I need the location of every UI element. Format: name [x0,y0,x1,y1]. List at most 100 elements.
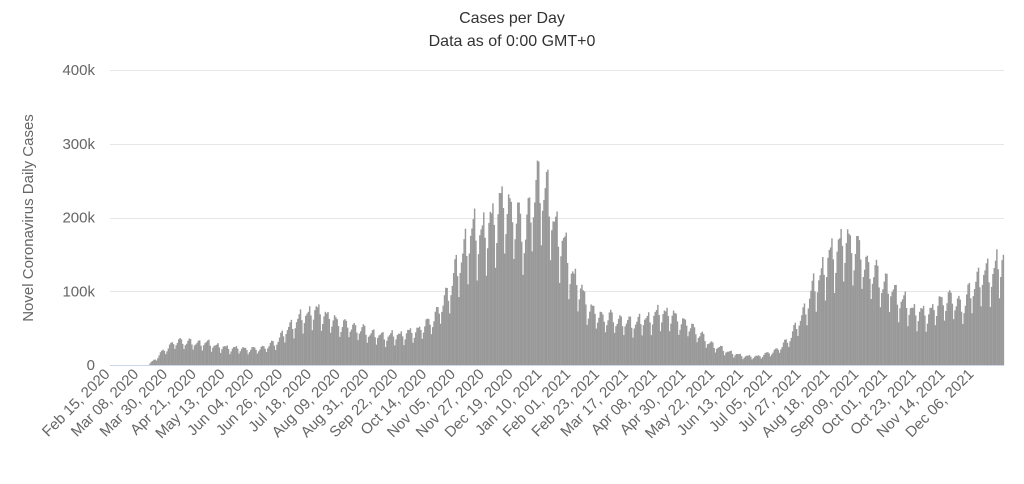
bar [511,222,514,365]
bar [151,360,154,365]
bar [308,306,311,365]
bar [849,235,852,365]
bar [325,313,328,365]
bar [414,332,417,365]
bar [835,272,837,365]
bar [976,271,978,365]
bar [624,326,626,365]
bar [500,193,502,365]
bar [243,347,245,365]
bar [361,327,363,365]
bar [908,314,910,365]
bar [636,321,638,365]
bar [709,342,711,365]
bar [895,284,897,365]
bar [619,315,621,365]
bar [617,318,620,365]
bar [958,295,960,365]
bar [480,229,482,365]
bar [966,294,968,365]
bar [682,318,684,365]
bar [600,312,603,365]
bar [985,263,988,365]
bar [475,240,477,365]
bar [884,273,887,365]
bar [894,285,896,365]
bar [240,348,243,365]
bar [252,347,255,365]
bar [521,241,523,365]
bar [191,344,193,365]
bar [799,320,802,365]
bar [305,315,307,365]
bar [590,304,592,365]
bar [924,315,926,365]
bar [303,323,306,365]
bar [736,354,739,365]
bar [603,321,605,365]
bar [327,312,329,365]
bar [993,268,995,365]
bar [969,298,972,365]
bar [763,354,765,365]
bar [517,202,519,365]
bar [357,340,359,365]
bar [802,307,804,365]
bar [493,224,495,365]
bar [928,314,930,365]
bar [561,240,564,365]
bar [662,314,664,365]
bar [342,320,345,365]
bar [492,203,494,365]
bar [761,357,764,365]
bar [692,324,694,365]
bar [886,273,888,365]
bar [212,347,214,365]
bar [743,357,745,365]
bar [663,310,666,365]
bar [640,324,642,365]
bar [291,328,294,365]
bar [297,318,299,365]
bar [425,319,427,365]
bar [464,228,467,365]
bar [428,319,430,365]
y-tick-label: 300k [62,136,95,153]
bar [193,345,196,365]
bar [937,305,939,365]
bar [719,345,722,365]
bar [879,307,882,365]
bar [345,320,348,365]
bar [845,243,848,365]
bar [772,352,774,365]
bar [744,356,747,365]
bar [298,314,300,365]
bar [479,235,481,365]
bar [204,343,206,365]
bar [641,335,643,365]
bar [267,348,269,365]
bar [820,268,823,365]
bar [946,303,948,365]
bar [450,295,452,365]
bar [229,354,231,365]
bar [408,330,410,365]
bar [149,363,151,365]
bar [568,299,570,365]
bar [1000,276,1002,365]
bar [793,325,795,365]
bar [996,249,998,365]
bar [417,327,420,365]
bar [246,350,248,365]
bar [451,285,454,365]
bar [153,359,155,365]
bar [413,337,416,365]
bar [179,338,181,365]
bar [922,305,925,365]
bar [167,348,170,365]
bar [988,282,990,365]
bar [951,303,954,365]
bar [949,290,951,365]
